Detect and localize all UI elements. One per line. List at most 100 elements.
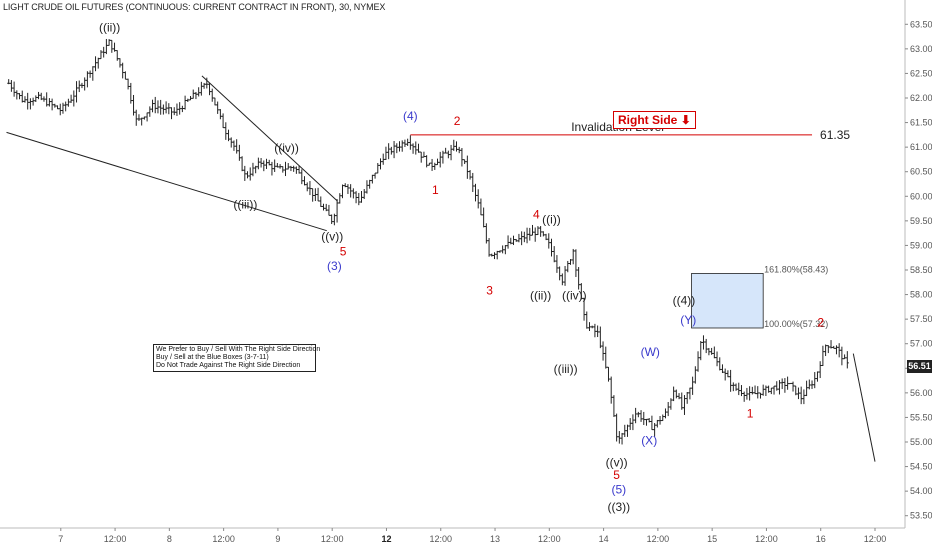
candle-bar [628,418,632,430]
wave-label: 5 [613,468,620,482]
candle-bar [810,380,814,389]
candle-bar [623,424,627,438]
candle-bar [387,143,391,160]
candle-bar [262,160,266,172]
candle-bar [395,143,399,154]
candle-bar [775,381,779,391]
candle-bar [425,155,429,168]
candle-bar [574,249,578,277]
x-tick-label: 12:00 [212,534,235,544]
candle-bar [34,95,38,102]
candle-bar [639,410,643,422]
wave-label: ((iv)) [274,141,299,155]
candle-bar [161,104,165,115]
candle-bar [590,325,594,329]
candle-bar [338,193,342,204]
candle-bar [294,166,298,174]
candle-bar [221,113,225,129]
candle-bar [64,101,68,112]
candle-bar [647,417,651,423]
wave-label: 4 [533,207,540,221]
candle-bar [121,62,125,79]
candle-bar [362,188,366,200]
candle-bar [153,96,157,114]
candle-bar [210,88,214,102]
candle-bar [769,387,773,395]
candle-bar [275,163,279,168]
y-tick-label: 59.00 [910,240,932,250]
y-tick-label: 62.50 [910,68,932,78]
candle-bar [151,99,155,113]
candle-bar [476,189,480,209]
last-price-tag: 56.51 [907,360,932,373]
right-side-badge: Right Side ⬇ [613,111,696,129]
candle-bar [484,223,488,244]
candle-bar [232,140,236,151]
candle-bar [677,393,681,400]
candle-bar [783,378,787,393]
candle-bar [718,357,722,371]
wave-label: 1 [432,183,439,197]
x-tick-label: 8 [167,534,172,544]
candle-bar [229,137,233,148]
candle-bar [384,146,388,161]
candle-bar [663,408,667,419]
candle-bar [704,338,708,354]
candle-bar [560,273,564,286]
candle-bar [208,83,212,96]
candle-bar [85,71,89,88]
fib-label-100: 100.00%(57.32) [764,319,828,329]
candle-bar [15,90,19,100]
wave-label: ((iii)) [233,198,257,212]
candle-bar [142,116,146,120]
candle-bar [799,386,803,405]
candle-bar [452,139,456,151]
candle-bar [636,411,640,418]
wave-label: (W) [641,345,660,359]
candle-bar [522,231,526,243]
candle-bar [552,246,556,263]
candle-bar [66,98,70,107]
wave-label: ((v)) [606,456,628,470]
candle-bar [110,39,114,53]
candle-bar [563,266,567,286]
candle-bar [99,50,103,60]
candle-bar [585,311,589,329]
candle-bar [829,340,833,349]
candle-bar [669,398,673,410]
candle-bar [118,58,122,68]
y-tick-label: 63.00 [910,44,932,54]
candle-bar [129,82,133,104]
candle-bar [661,414,665,422]
candle-bar [479,198,483,216]
candle-bar [332,213,336,226]
candle-bar [547,233,551,249]
candle-bar [777,380,781,395]
y-tick-label: 58.50 [910,265,932,275]
candle-bar [506,235,510,249]
candle-bar [438,151,442,168]
candle-bar [748,386,752,401]
candle-bar [696,351,700,372]
fib-label-161: 161.80%(58.43) [764,264,828,274]
y-tick-label: 57.00 [910,339,932,349]
candle-bar [102,46,106,58]
x-tick-label: 12:00 [429,534,452,544]
candle-bar [525,227,529,244]
y-tick-label: 61.50 [910,118,932,128]
blue-box-zone [691,273,764,329]
candle-bar [37,91,41,100]
candle-bar [444,147,448,154]
candle-bar [28,98,32,110]
candle-bar [23,96,27,103]
candle-bar [278,164,282,169]
candle-bar [666,402,670,417]
candle-bar [530,224,534,236]
x-tick-label: 12:00 [755,534,778,544]
candle-bar [370,174,374,184]
candle-bar [197,87,201,97]
candle-bar [12,81,16,97]
candle-bar [707,347,711,356]
wave-label: 1 [747,406,754,420]
y-tick-label: 59.50 [910,216,932,226]
